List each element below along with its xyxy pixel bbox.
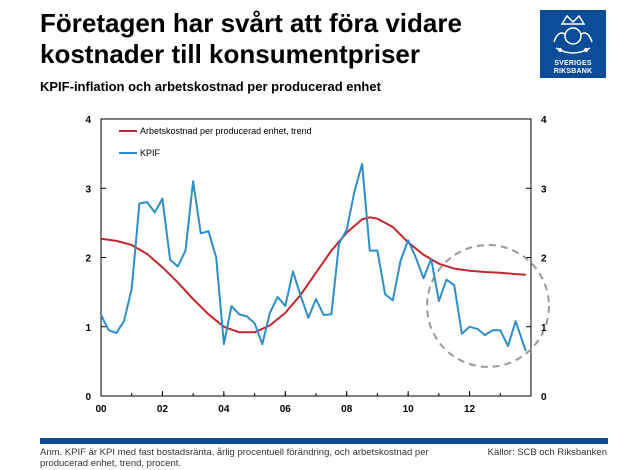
y-tick-label-left: 0 — [85, 392, 91, 403]
series-layer — [100, 163, 550, 368]
logo-text-line1: SVERIGES — [554, 60, 592, 67]
chart-frame — [100, 118, 532, 397]
line-chart: Arbetskostnad per producerad enhet, tren… — [85, 115, 550, 415]
y-tick-label-right: 4 — [541, 115, 547, 126]
x-tick-label: 08 — [341, 404, 353, 415]
axis-labels: 0 01 12 23 34 400 02 04 06 08 10 12 — [85, 115, 547, 415]
highlight-circle — [426, 244, 550, 368]
footnote: Anm. KPIF är KPI med fast bostadsränta, … — [40, 447, 429, 469]
x-tick-label: 04 — [218, 404, 230, 415]
footer-bar — [40, 438, 608, 444]
y-tick-label-right: 1 — [541, 323, 547, 334]
y-tick-label-right: 2 — [541, 254, 547, 265]
riksbank-logo: SVERIGES RIKSBANK — [540, 10, 606, 78]
y-tick-label-right: 3 — [541, 184, 547, 195]
y-tick-label-right: 0 — [541, 392, 547, 403]
x-tick-label: 10 — [403, 404, 415, 415]
kpif-series-line — [100, 163, 527, 352]
chart-subtitle: KPIF-inflation och arbetskostnad per pro… — [40, 79, 381, 94]
chart-legend: Arbetskostnad per producerad enhet, tren… — [119, 126, 312, 158]
plot-frame — [100, 118, 532, 397]
x-tick-label: 06 — [280, 404, 292, 415]
source-note: Källor: SCB och Riksbanken — [487, 447, 607, 458]
legend-label: Arbetskostnad per producerad enhet, tren… — [140, 126, 312, 136]
x-tick-label: 12 — [464, 404, 476, 415]
legend-label: KPIF — [140, 148, 161, 158]
crown-emblem-icon — [553, 14, 593, 54]
y-tick-label-left: 4 — [85, 115, 91, 126]
y-tick-label-left: 2 — [85, 254, 91, 265]
x-tick-label: 00 — [95, 404, 107, 415]
chart-title: Företagen har svårt att föra vidare kost… — [40, 8, 462, 69]
y-tick-label-left: 1 — [85, 323, 91, 334]
x-tick-label: 02 — [157, 404, 169, 415]
logo-text-line2: RIKSBANK — [553, 68, 593, 75]
y-tick-label-left: 3 — [85, 184, 91, 195]
trend-series-line — [100, 216, 526, 334]
